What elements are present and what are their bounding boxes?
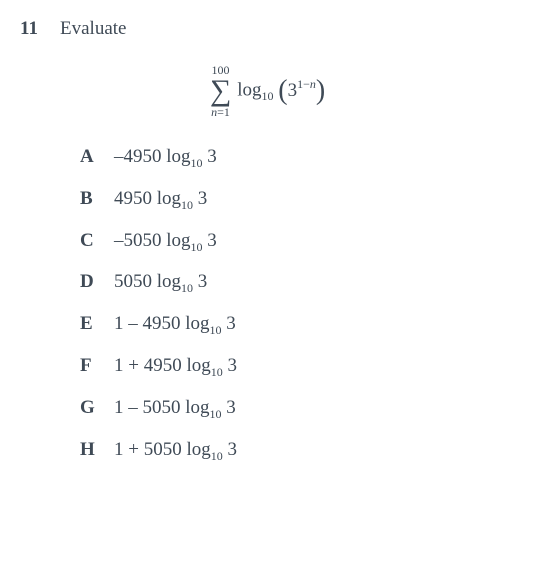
opt-pre: 5050 [114, 271, 157, 292]
option-text: 1 + 4950 log10 3 [114, 355, 237, 380]
log-text: log [237, 79, 261, 100]
opt-post: 3 [193, 188, 207, 209]
opt-log: log [166, 146, 190, 167]
opt-post: 3 [203, 146, 217, 167]
options-list: A –4950 log10 3 B 4950 log10 3 C –5050 l… [80, 146, 515, 463]
option-text: 4950 log10 3 [114, 188, 207, 213]
question-header: 11 Evaluate [20, 18, 515, 40]
option-G: G 1 – 5050 log10 3 [80, 397, 515, 422]
opt-log: log [157, 188, 181, 209]
sigma-lower-eq: =1 [217, 105, 230, 119]
exponent: 1−n [297, 77, 316, 91]
option-C: C –5050 log10 3 [80, 230, 515, 255]
opt-log: log [186, 439, 210, 460]
option-label: C [80, 230, 114, 252]
opt-pre: 4950 [114, 188, 157, 209]
option-label: G [80, 397, 114, 419]
opt-log: log [166, 230, 190, 251]
option-label: H [80, 439, 114, 461]
opt-post: 3 [223, 439, 237, 460]
opt-sub: 10 [211, 365, 223, 379]
base: 3 [288, 80, 298, 101]
opt-post: 3 [193, 271, 207, 292]
exp-pre: 1− [297, 77, 310, 91]
opt-sub: 10 [210, 407, 222, 421]
option-label: E [80, 313, 114, 335]
option-label: F [80, 355, 114, 377]
option-label: D [80, 271, 114, 293]
opt-post: 3 [203, 230, 217, 251]
opt-pre: –5050 [114, 230, 166, 251]
question-number: 11 [20, 18, 60, 40]
option-F: F 1 + 4950 log10 3 [80, 355, 515, 380]
option-D: D 5050 log10 3 [80, 271, 515, 296]
option-text: –4950 log10 3 [114, 146, 217, 171]
option-label: B [80, 188, 114, 210]
option-text: 1 – 5050 log10 3 [114, 397, 236, 422]
lparen: ( [278, 77, 287, 105]
opt-sub: 10 [191, 156, 203, 170]
rparen: ) [316, 77, 325, 105]
opt-log: log [157, 271, 181, 292]
opt-sub: 10 [181, 198, 193, 212]
question-formula: 100 ∑ n=1 log10 (31−n) [20, 64, 515, 118]
opt-log: log [186, 355, 210, 376]
option-label: A [80, 146, 114, 168]
opt-pre: 1 – 5050 [114, 397, 185, 418]
opt-post: 3 [223, 355, 237, 376]
option-B: B 4950 log10 3 [80, 188, 515, 213]
option-text: 1 – 4950 log10 3 [114, 313, 236, 338]
opt-log: log [185, 313, 209, 334]
option-text: 1 + 5050 log10 3 [114, 439, 237, 464]
opt-sub: 10 [191, 239, 203, 253]
question-page: 11 Evaluate 100 ∑ n=1 log10 (31−n) A –49… [0, 0, 535, 498]
opt-pre: 1 + 4950 [114, 355, 186, 376]
option-text: –5050 log10 3 [114, 230, 217, 255]
opt-pre: 1 + 5050 [114, 439, 186, 460]
question-stem: Evaluate [60, 18, 126, 40]
sigma-symbol: ∑ [210, 76, 231, 106]
sigma-lower: n=1 [210, 106, 231, 118]
opt-post: 3 [222, 397, 236, 418]
log-base: 10 [261, 89, 273, 103]
option-text: 5050 log10 3 [114, 271, 207, 296]
opt-sub: 10 [211, 448, 223, 462]
option-E: E 1 – 4950 log10 3 [80, 313, 515, 338]
opt-sub: 10 [181, 281, 193, 295]
summand: log10 (31−n) [237, 77, 325, 105]
opt-sub: 10 [210, 323, 222, 337]
sigma-block: 100 ∑ n=1 [210, 64, 231, 118]
opt-pre: 1 – 4950 [114, 313, 185, 334]
option-A: A –4950 log10 3 [80, 146, 515, 171]
opt-pre: –4950 [114, 146, 166, 167]
opt-post: 3 [222, 313, 236, 334]
opt-log: log [185, 397, 209, 418]
option-H: H 1 + 5050 log10 3 [80, 439, 515, 464]
